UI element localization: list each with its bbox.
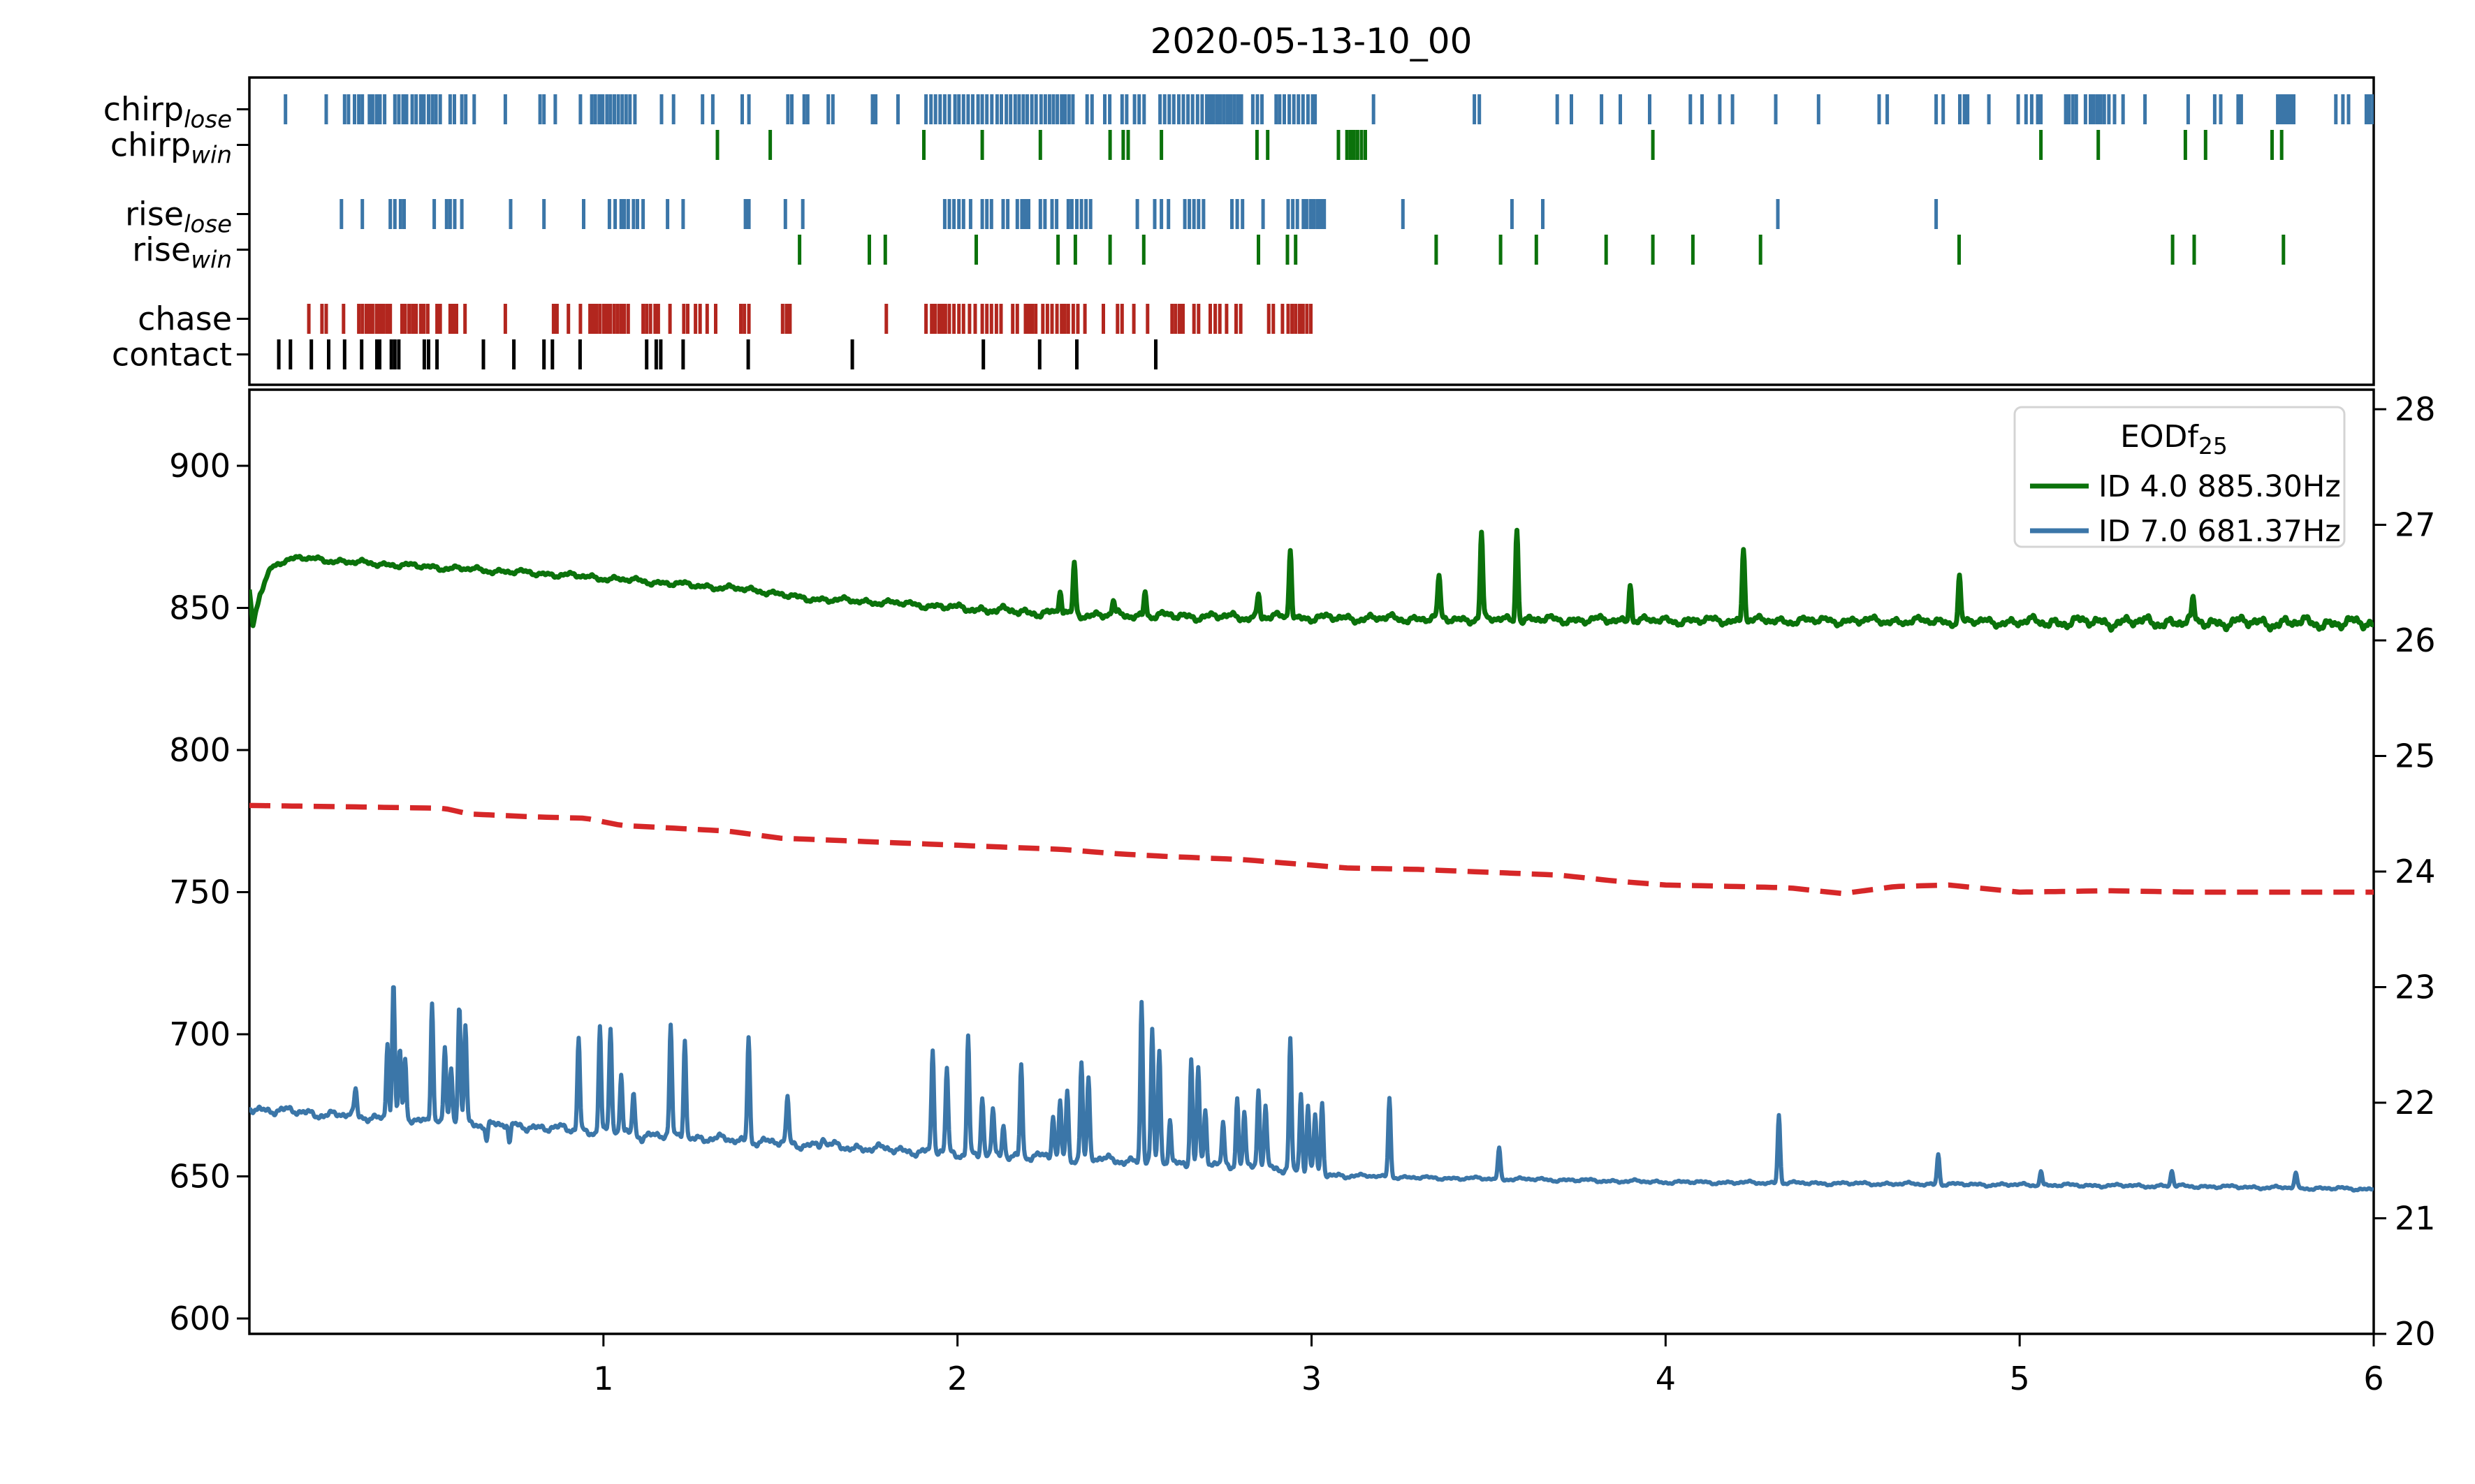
chase-events — [307, 304, 1313, 334]
legend-title: EODf25 — [2120, 419, 2228, 460]
raster-row-label-chirp-lose: chirplose — [103, 91, 232, 134]
x-tick-label: 6 — [2363, 1360, 2383, 1397]
raster-row-rise-lose: riselose — [125, 196, 1939, 239]
legend: EODf25 ID 4.0 885.30Hz ID 7.0 681.37Hz — [2013, 406, 2346, 549]
chirp-win-events — [715, 130, 2284, 160]
left-axis: 600 650 700 750 800 850 900 — [169, 447, 249, 1337]
left-tick-label: 800 — [169, 731, 231, 769]
contact-events — [277, 339, 1158, 369]
x-tick-label: 1 — [593, 1360, 613, 1397]
curves — [249, 527, 2374, 1193]
raster-row-chirp-lose: chirplose — [103, 91, 2374, 134]
x-tick-label: 3 — [1301, 1360, 1322, 1397]
plot-title: 2020-05-13-10_00 — [1151, 21, 1473, 61]
x-tick-label: 5 — [2010, 1360, 2030, 1397]
x-tick-label: 2 — [947, 1360, 968, 1397]
chirp-lose-events — [284, 94, 2374, 124]
timeseries-panel: 6006507007508008509002021222324252627281… — [169, 388, 2436, 1397]
right-tick-label: 21 — [2395, 1200, 2436, 1237]
left-tick-label: 700 — [169, 1015, 231, 1053]
right-tick-label: 27 — [2395, 506, 2436, 544]
series-id7-blue — [249, 985, 2374, 1193]
raster-row-label-rise-win: risewin — [132, 231, 232, 274]
raster-row-label-rise-lose: riselose — [125, 196, 232, 239]
x-axis: 1 2 3 4 5 6 — [593, 1334, 2384, 1397]
raster-row-label-chirp-win: chirpwin — [110, 126, 232, 170]
raster-row-label-contact: contact — [112, 336, 232, 374]
left-tick-label: 750 — [169, 874, 231, 911]
raster-row-label-chase: chase — [138, 300, 232, 338]
right-tick-label: 25 — [2395, 737, 2436, 775]
rise-win-events — [798, 235, 2286, 265]
raster-frame — [248, 76, 2375, 386]
raster-row-chirp-win: chirpwin — [110, 126, 2284, 170]
legend-label-1: ID 7.0 681.37Hz — [2098, 514, 2341, 549]
left-tick-label: 850 — [169, 589, 231, 627]
rise-lose-events — [340, 199, 1939, 229]
series-red-dashed — [249, 802, 2374, 897]
left-tick-label: 900 — [169, 447, 231, 485]
raster-row-contact: contact — [112, 336, 1158, 374]
right-tick-label: 20 — [2395, 1315, 2436, 1353]
raster-row-chase: chase — [138, 300, 1313, 338]
legend-label-0: ID 4.0 885.30Hz — [2098, 469, 2341, 504]
legend-box — [2013, 406, 2346, 548]
right-tick-label: 24 — [2395, 853, 2436, 890]
left-tick-label: 600 — [169, 1300, 231, 1337]
right-tick-label: 23 — [2395, 969, 2436, 1006]
right-tick-label: 22 — [2395, 1084, 2436, 1122]
left-tick-label: 650 — [169, 1158, 231, 1196]
x-tick-label: 4 — [1656, 1360, 1676, 1397]
right-tick-label: 26 — [2395, 622, 2436, 659]
right-tick-label: 28 — [2395, 390, 2436, 428]
raster-row-rise-win: risewin — [132, 231, 2286, 274]
right-axis: 20 21 22 23 24 25 26 27 28 — [2374, 390, 2436, 1353]
series-id4-green — [249, 527, 2374, 633]
